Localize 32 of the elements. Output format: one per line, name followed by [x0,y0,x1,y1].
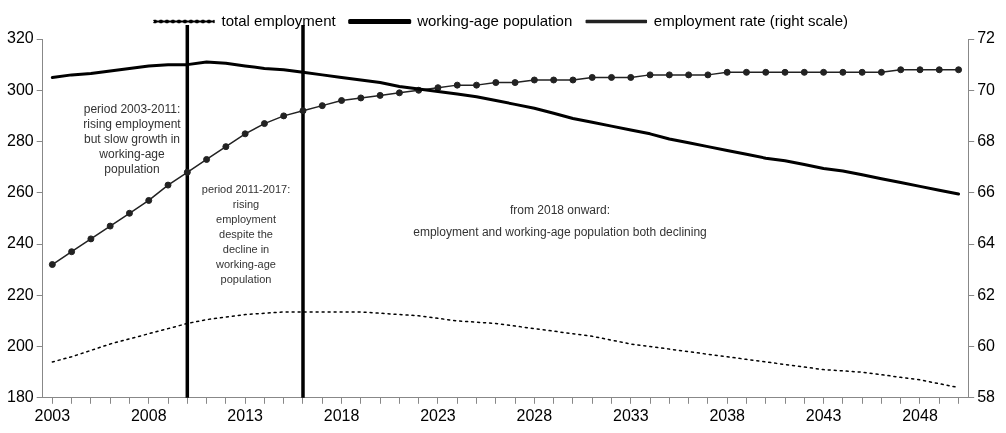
y-tick-label: 180 [6,388,34,406]
x-tick-label: 2013 [227,406,264,424]
y2-tick-label: 58 [977,388,996,406]
y-tick-label: 240 [6,234,34,252]
y2-tick-label: 68 [977,131,996,149]
y2-tick-label: 62 [977,285,996,303]
y2-tick-label: 60 [977,336,996,354]
x-tick-label: 2038 [709,406,746,424]
y-tick-label: 300 [6,80,34,98]
x-tick-label: 2018 [323,406,360,424]
y-tick-label: 220 [6,285,34,303]
y2-tick-label: 66 [977,183,996,201]
annotation: from 2018 onward: employment and working-age population both declining [413,203,707,240]
x-tick-label: 2003 [34,406,71,424]
x-tick-label: 2033 [612,406,649,424]
y-tick-label: 280 [6,131,34,149]
x-tick-label: 2023 [420,406,456,424]
legend-label: employment rate (right scale) [653,11,849,29]
y-tick-label: 200 [6,336,34,354]
x-tick-label: 2008 [130,406,167,424]
x-tick-label: 2043 [805,406,842,424]
x-tick-label: 2048 [902,406,938,424]
y2-tick-label: 72 [977,29,996,47]
y-tick-label: 260 [6,183,34,201]
y2-tick-label: 64 [977,234,996,252]
legend-label: total employment [221,11,337,29]
y-tick-label: 320 [6,29,34,47]
annotation: period 2011-2017: rising employment despite the decline in working-age population [201,183,291,286]
y2-tick-label: 70 [977,80,996,98]
x-tick-label: 2028 [516,406,553,424]
annotation: period 2003-2011: rising employment but slow growth in working-age population [83,102,182,177]
legend-label: working-age population [416,11,573,29]
